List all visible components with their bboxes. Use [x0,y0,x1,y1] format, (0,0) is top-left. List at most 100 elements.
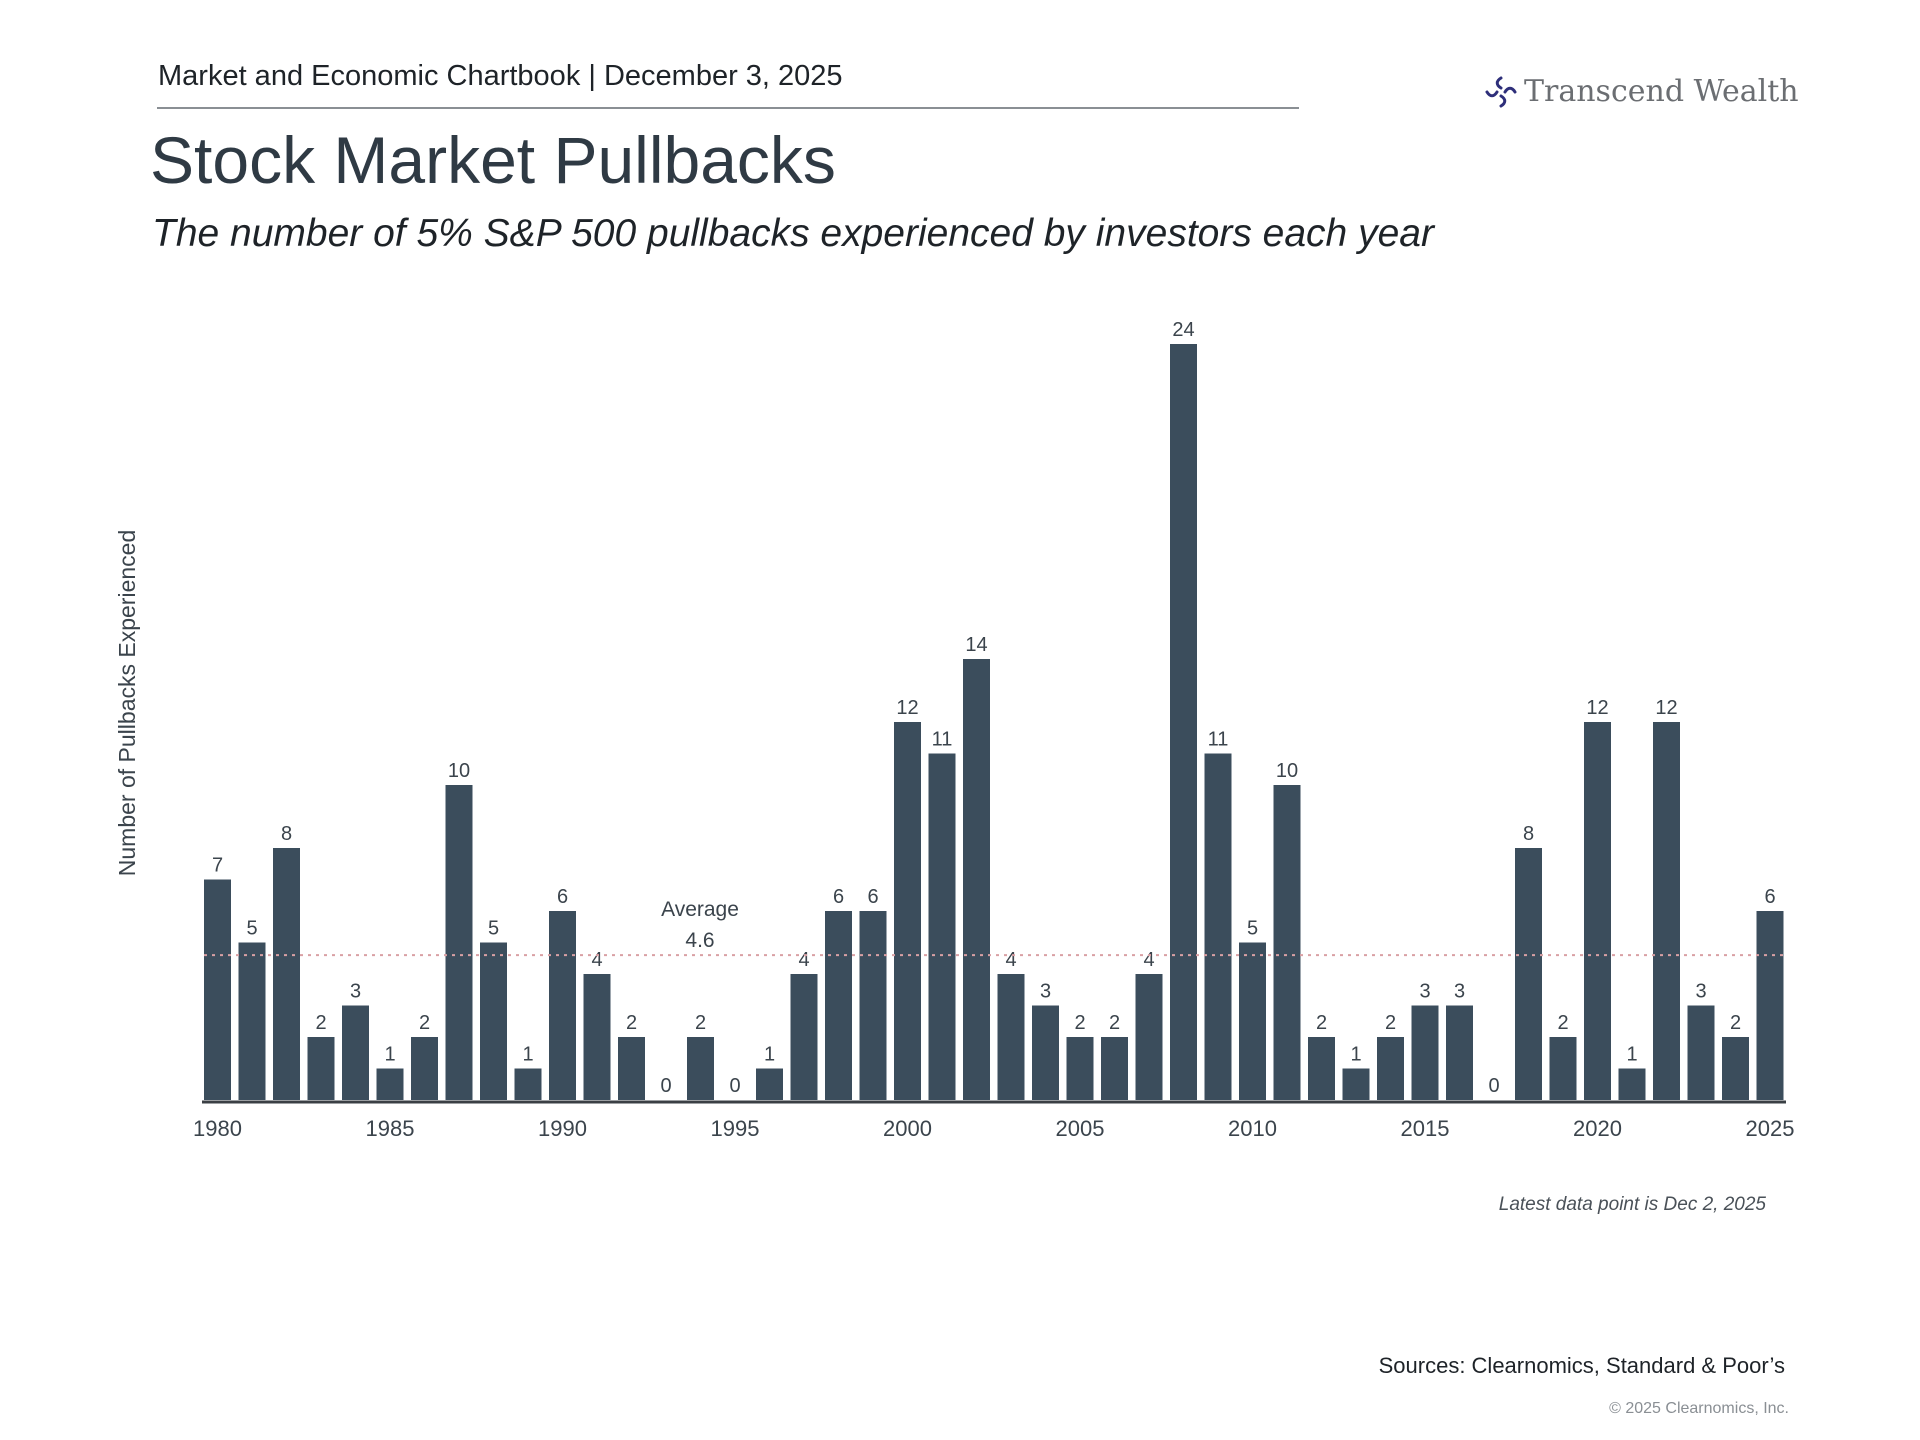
x-tick-label: 2000 [883,1116,932,1141]
data-label-1982: 8 [281,823,292,845]
bar-2005 [1066,1037,1094,1100]
x-tick-label: 2015 [1401,1116,1450,1141]
bar-2004 [1032,1005,1059,1100]
data-label-2020: 12 [1586,697,1608,719]
x-tick-label: 2020 [1573,1116,1622,1141]
bar-1980 [204,879,231,1100]
data-label-1989: 1 [522,1044,533,1066]
data-label-2012: 2 [1316,1012,1327,1034]
data-label-2019: 2 [1557,1012,1568,1034]
data-label-2025: 6 [1764,886,1775,908]
data-label-2010: 5 [1247,918,1258,940]
bar-1989 [514,1068,542,1100]
data-label-2022: 12 [1655,697,1677,719]
average-label: Average [661,898,739,921]
bar-1999 [859,911,887,1100]
bar-1994 [687,1037,714,1100]
data-label-1986: 2 [419,1012,430,1034]
data-label-1980: 7 [212,855,223,877]
data-label-2021: 1 [1626,1044,1637,1066]
bar-2022 [1653,722,1680,1100]
bar-1998 [825,911,852,1100]
four-arc-cross-icon [1485,76,1517,107]
bar-2001 [928,753,956,1100]
data-label-1981: 5 [246,918,257,940]
latest-data-note: Latest data point is Dec 2, 2025 [1498,1194,1766,1215]
data-label-1995: 0 [729,1075,740,1097]
bar-2000 [894,722,921,1100]
bar-1997 [790,974,818,1100]
data-label-2003: 4 [1005,949,1016,971]
bar-2021 [1618,1068,1646,1100]
data-label-1990: 6 [557,886,568,908]
bar-2019 [1549,1037,1577,1100]
bar-1988 [480,942,507,1100]
data-label-1984: 3 [350,981,361,1003]
header-divider [157,107,1299,109]
bar-1991 [583,974,611,1100]
bar-2016 [1446,1005,1473,1100]
bar-1987 [445,785,473,1100]
data-label-1998: 6 [833,886,844,908]
logo: Transcend Wealth [1484,74,1799,109]
x-tick-label: 1990 [538,1116,587,1141]
bar-1984 [342,1005,369,1100]
data-label-1987: 10 [448,760,470,782]
data-label-2023: 3 [1695,981,1706,1003]
data-label-1997: 4 [798,949,809,971]
page-subtitle: The number of 5% S&P 500 pullbacks exper… [152,212,1434,255]
bar-2024 [1722,1037,1749,1100]
data-label-2001: 11 [932,729,953,751]
bar-2015 [1411,1005,1439,1100]
bar-2018 [1515,848,1542,1100]
x-tick-label: 1980 [193,1116,242,1141]
bar-2012 [1308,1037,1335,1100]
bar-1981 [238,942,266,1100]
data-label-2017: 0 [1488,1075,1499,1097]
x-tick-label: 2025 [1746,1116,1795,1141]
x-tick-label: 2010 [1228,1116,1277,1141]
data-label-2005: 2 [1074,1012,1085,1034]
copyright: © 2025 Clearnomics, Inc. [1609,1400,1789,1417]
average-value: 4.6 [685,929,714,952]
bar-1986 [411,1037,438,1100]
bar-1996 [756,1068,783,1100]
data-label-1985: 1 [384,1044,395,1066]
data-label-1999: 6 [867,886,878,908]
data-label-1996: 1 [764,1044,775,1066]
data-label-2009: 11 [1208,729,1229,751]
x-tick-label: 1995 [711,1116,760,1141]
data-label-1983: 2 [315,1012,326,1034]
data-label-2018: 8 [1523,823,1534,845]
x-tick-label: 1985 [366,1116,415,1141]
data-label-1991: 4 [591,949,602,971]
data-label-2013: 1 [1350,1044,1361,1066]
x-tick-label: 2005 [1056,1116,1105,1141]
page-title: Stock Market Pullbacks [150,123,836,197]
bar-2006 [1101,1037,1128,1100]
data-label-2000: 12 [896,697,918,719]
bar-2002 [963,659,990,1100]
data-label-2004: 3 [1040,981,1051,1003]
data-label-2011: 10 [1276,760,1298,782]
bar-2023 [1687,1005,1715,1100]
bar-2013 [1342,1068,1370,1100]
data-label-2024: 2 [1730,1012,1741,1034]
logo-text: Transcend Wealth [1524,74,1799,109]
data-label-2014: 2 [1385,1012,1396,1034]
bar-1990 [549,911,576,1100]
bar-1983 [307,1037,335,1100]
bar-2020 [1584,722,1611,1100]
bar-2025 [1756,911,1784,1100]
data-label-1993: 0 [660,1075,671,1097]
bar-1985 [376,1068,404,1100]
data-label-1988: 5 [488,918,499,940]
bar-2010 [1239,942,1266,1100]
bar-2007 [1135,974,1163,1100]
bar-2014 [1377,1037,1404,1100]
bar-2003 [997,974,1025,1100]
data-label-1994: 2 [695,1012,706,1034]
sources: Sources: Clearnomics, Standard & Poor’s [1378,1353,1785,1378]
data-label-2002: 14 [965,634,987,656]
